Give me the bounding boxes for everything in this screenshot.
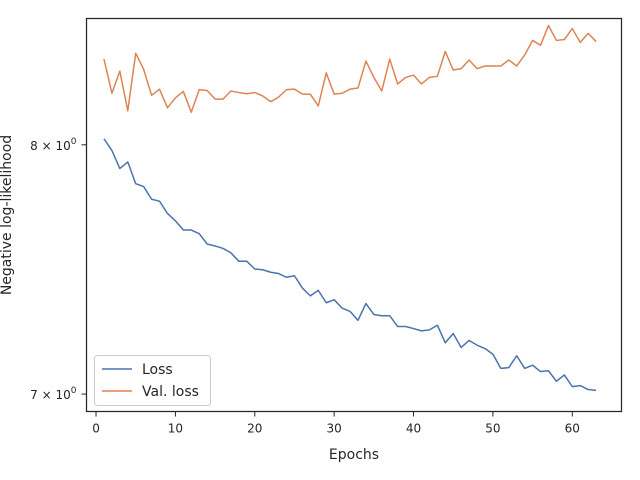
x-tick-label: 50 (485, 422, 500, 436)
series-line-val-loss (103, 24, 597, 113)
y-tick-label: 7 × 100 (30, 386, 77, 402)
x-tick-label: 20 (247, 422, 262, 436)
legend-loss-label: Loss (142, 362, 173, 378)
x-axis-label: Epochs (329, 447, 379, 463)
x-ticks: 0 10 20 30 40 50 60 (92, 411, 580, 436)
series-group (103, 24, 597, 392)
legend-box (94, 355, 211, 406)
series-line-loss (103, 138, 597, 392)
x-tick-label: 10 (168, 422, 183, 436)
plot-frame (85, 17, 623, 413)
x-tick-label: 0 (92, 422, 100, 436)
x-tick-label: 40 (406, 422, 421, 436)
y-tick-label: 8 × 100 (30, 137, 77, 153)
legend: Loss Val. loss (94, 355, 211, 406)
y-axis-label: Negative log-likelihood (0, 135, 15, 295)
x-tick-label: 30 (327, 422, 342, 436)
legend-val-loss-label: Val. loss (142, 384, 199, 400)
x-tick-label: 60 (565, 422, 580, 436)
y-ticks: 8 × 100 7 × 100 (30, 137, 87, 402)
